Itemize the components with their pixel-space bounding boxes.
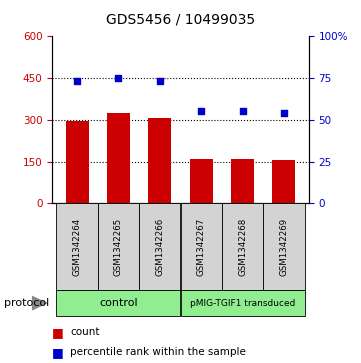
Point bbox=[74, 78, 80, 84]
Bar bbox=[180, 203, 222, 290]
Bar bbox=[273, 160, 295, 203]
Text: count: count bbox=[70, 327, 100, 337]
Point bbox=[116, 75, 121, 81]
Text: GDS5456 / 10499035: GDS5456 / 10499035 bbox=[106, 13, 255, 27]
Text: pMIG-TGIF1 transduced: pMIG-TGIF1 transduced bbox=[190, 299, 295, 307]
Text: control: control bbox=[99, 298, 138, 308]
Bar bbox=[231, 159, 254, 203]
Text: percentile rank within the sample: percentile rank within the sample bbox=[70, 347, 246, 357]
Text: GSM1342266: GSM1342266 bbox=[155, 218, 164, 276]
Bar bbox=[66, 121, 88, 203]
Bar bbox=[222, 203, 263, 290]
Bar bbox=[180, 290, 305, 316]
Bar bbox=[148, 118, 171, 203]
Polygon shape bbox=[32, 295, 48, 311]
Bar bbox=[56, 203, 98, 290]
Bar bbox=[98, 203, 139, 290]
Point bbox=[157, 78, 163, 84]
Text: GSM1342265: GSM1342265 bbox=[114, 218, 123, 276]
Bar bbox=[190, 159, 213, 203]
Point bbox=[240, 109, 245, 114]
Text: ■: ■ bbox=[52, 326, 64, 339]
Text: GSM1342264: GSM1342264 bbox=[73, 218, 82, 276]
Bar bbox=[139, 203, 180, 290]
Point bbox=[281, 110, 287, 116]
Text: GSM1342269: GSM1342269 bbox=[279, 218, 288, 276]
Bar bbox=[263, 203, 305, 290]
Text: protocol: protocol bbox=[4, 298, 49, 308]
Text: GSM1342268: GSM1342268 bbox=[238, 218, 247, 276]
Bar bbox=[56, 290, 180, 316]
Point bbox=[198, 109, 204, 114]
Bar bbox=[107, 113, 130, 203]
Text: ■: ■ bbox=[52, 346, 64, 359]
Text: GSM1342267: GSM1342267 bbox=[197, 218, 206, 276]
